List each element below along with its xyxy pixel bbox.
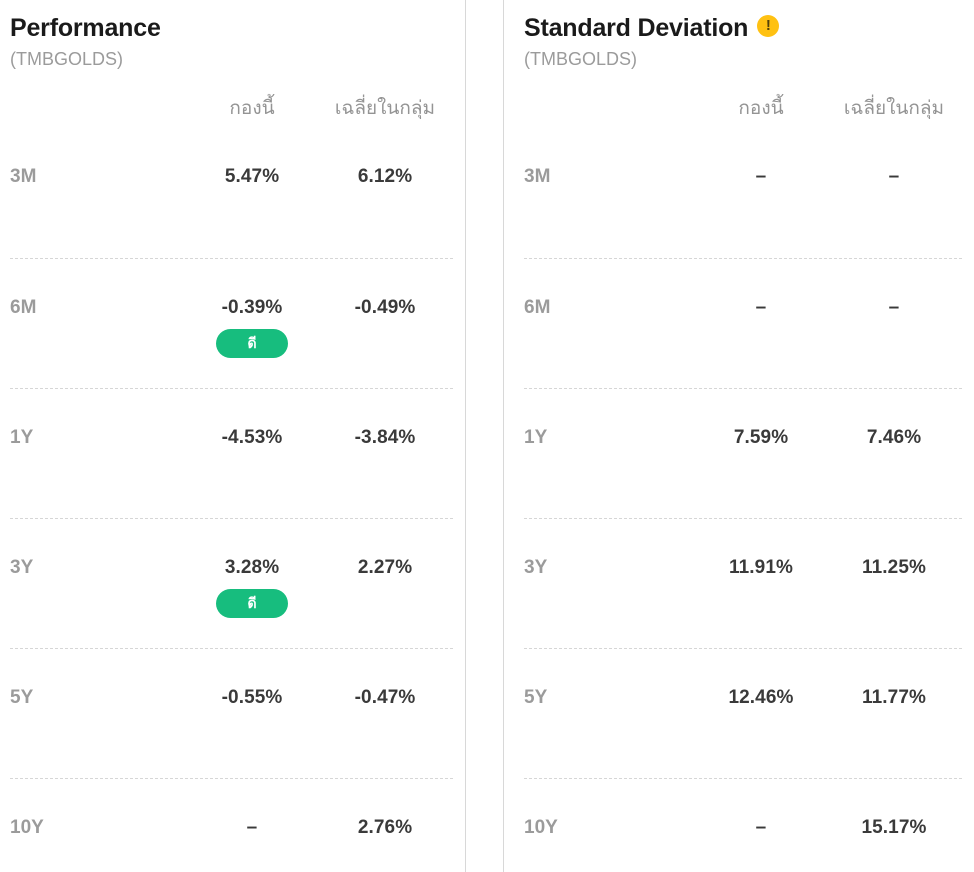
fund-value: – [246, 817, 258, 838]
fund-value: 11.91% [729, 557, 793, 578]
period-label: 5Y [524, 687, 548, 708]
performance-rows: 3M 5.47% 6.12% 6M -0.39% ดี -0.49% 1Y -4… [10, 128, 453, 872]
fund-value: -4.53% [221, 427, 283, 448]
period-label: 3M [524, 166, 551, 187]
period-label: 6M [10, 297, 37, 318]
fund-value-cell: – [696, 297, 826, 319]
fund-value: 7.59% [733, 427, 789, 448]
fund-value-cell: -4.53% [187, 427, 317, 449]
good-rating-badge: ดี [216, 588, 288, 618]
performance-title-text: Performance [10, 14, 161, 42]
table-row: 3Y 3.28% ดี 2.27% [10, 518, 453, 648]
category-average-value: 2.76% [357, 817, 413, 838]
performance-panel-header: Performance (TMBGOLDS) กองนี้ เฉลี่ยในกล… [10, 0, 453, 128]
fund-value-cell: 3.28% ดี [187, 557, 317, 618]
category-average-value: -0.49% [354, 297, 416, 318]
table-row: 10Y – 2.76% [10, 778, 453, 872]
column-header-category-average: เฉลี่ยในกลุ่ม [843, 98, 945, 120]
fund-value: – [755, 297, 767, 318]
period-label: 3Y [10, 557, 34, 578]
category-average-value: – [888, 297, 900, 318]
standard-deviation-title: Standard Deviation ! [524, 14, 962, 43]
category-average-cell: – [826, 166, 962, 188]
fund-value: – [755, 817, 767, 838]
table-row: 3M – – [524, 128, 962, 258]
column-header-this-fund: กองนี้ [738, 98, 784, 120]
category-average-cell: 2.76% [317, 817, 453, 839]
table-row: 3Y 11.91% 11.25% [524, 518, 962, 648]
standard-deviation-panel-header: Standard Deviation ! (TMBGOLDS) กองนี้ เ… [524, 0, 962, 128]
category-average-value: -3.84% [354, 427, 416, 448]
table-row: 5Y 12.46% 11.77% [524, 648, 962, 778]
column-headers: กองนี้ เฉลี่ยในกลุ่ม [524, 97, 962, 128]
good-rating-badge: ดี [216, 328, 288, 358]
table-row: 1Y -4.53% -3.84% [10, 388, 453, 518]
category-average-cell: 7.46% [826, 427, 962, 449]
fund-value-cell: 5.47% [187, 166, 317, 188]
table-row: 6M -0.39% ดี -0.49% [10, 258, 453, 388]
panel-gap [466, 0, 503, 872]
fund-value-cell: -0.39% ดี [187, 297, 317, 358]
category-average-cell: 11.25% [826, 557, 962, 579]
category-average-value: -0.47% [354, 687, 416, 708]
fund-value: – [755, 166, 767, 187]
table-row: 6M – – [524, 258, 962, 388]
category-average-value: 7.46% [866, 427, 922, 448]
standard-deviation-title-text: Standard Deviation [524, 14, 749, 42]
period-label: 1Y [10, 427, 34, 448]
fund-value-cell: 7.59% [696, 427, 826, 449]
period-label: 10Y [10, 817, 44, 838]
column-headers: กองนี้ เฉลี่ยในกลุ่ม [10, 97, 453, 128]
category-average-cell: -0.49% [317, 297, 453, 319]
period-label: 5Y [10, 687, 34, 708]
category-average-cell: 15.17% [826, 817, 962, 839]
period-label: 6M [524, 297, 551, 318]
column-header-this-fund: กองนี้ [229, 98, 275, 120]
period-label: 3M [10, 166, 37, 187]
category-average-cell: 11.77% [826, 687, 962, 709]
table-row: 1Y 7.59% 7.46% [524, 388, 962, 518]
warning-icon[interactable]: ! [757, 14, 780, 37]
period-label: 1Y [524, 427, 548, 448]
fund-value: 12.46% [728, 687, 794, 708]
standard-deviation-rows: 3M – – 6M – – 1Y 7.59% 7.46% 3Y 11.91% [524, 128, 962, 872]
fund-code: (TMBGOLDS) [524, 48, 638, 69]
category-average-value: 6.12% [357, 166, 413, 187]
category-average-cell: 6.12% [317, 166, 453, 188]
category-average-cell: -0.47% [317, 687, 453, 709]
fund-value-cell: -0.55% [187, 687, 317, 709]
table-row: 5Y -0.55% -0.47% [10, 648, 453, 778]
fund-value: -0.39% [221, 297, 283, 318]
performance-panel: Performance (TMBGOLDS) กองนี้ เฉลี่ยในกล… [0, 0, 466, 872]
fund-value: -0.55% [221, 687, 283, 708]
category-average-cell: -3.84% [317, 427, 453, 449]
category-average-value: 11.25% [862, 557, 926, 578]
fund-value-cell: – [696, 166, 826, 188]
category-average-value: 15.17% [861, 817, 927, 838]
category-average-value: – [888, 166, 900, 187]
standard-deviation-panel: Standard Deviation ! (TMBGOLDS) กองนี้ เ… [503, 0, 974, 872]
fund-value-cell: 11.91% [696, 557, 826, 579]
category-average-cell: 2.27% [317, 557, 453, 579]
fund-value-cell: 12.46% [696, 687, 826, 709]
category-average-cell: – [826, 297, 962, 319]
fund-value: 3.28% [224, 557, 280, 578]
column-header-category-average: เฉลี่ยในกลุ่ม [334, 98, 436, 120]
table-row: 3M 5.47% 6.12% [10, 128, 453, 258]
table-row: 10Y – 15.17% [524, 778, 962, 872]
category-average-value: 2.27% [357, 557, 413, 578]
performance-title: Performance [10, 14, 453, 43]
period-label: 3Y [524, 557, 548, 578]
fund-code: (TMBGOLDS) [10, 48, 124, 69]
fund-value: 5.47% [224, 166, 280, 187]
fund-value-cell: – [187, 817, 317, 839]
period-label: 10Y [524, 817, 558, 838]
fund-value-cell: – [696, 817, 826, 839]
category-average-value: 11.77% [862, 687, 926, 708]
